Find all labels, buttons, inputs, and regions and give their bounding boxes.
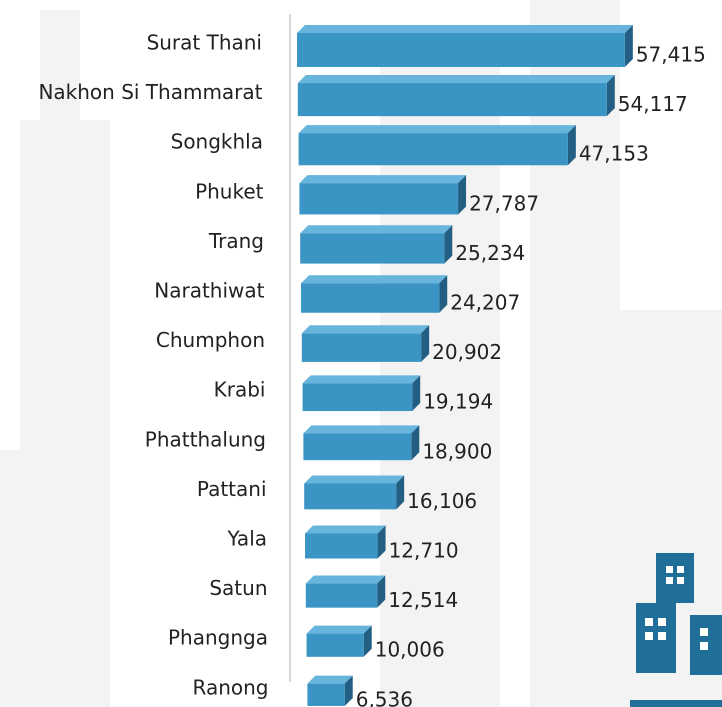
bar-side xyxy=(344,675,353,706)
bar-side xyxy=(377,575,386,608)
value-label: 16,106 xyxy=(407,489,477,513)
category-label: Krabi xyxy=(214,378,266,402)
bar-side xyxy=(439,275,448,313)
category-label: Surat Thani xyxy=(147,31,262,55)
value-label: 12,514 xyxy=(388,588,458,612)
bar-side xyxy=(396,475,405,510)
bar-top xyxy=(307,675,353,684)
bar-side xyxy=(411,425,420,461)
bar-side xyxy=(458,175,467,215)
bar xyxy=(297,33,625,67)
bar xyxy=(306,633,364,657)
value-label: 25,234 xyxy=(455,241,525,265)
value-label: 27,787 xyxy=(469,191,539,215)
category-label: Nakhon Si Thammarat xyxy=(38,80,262,104)
value-label: 19,194 xyxy=(423,390,493,414)
bar xyxy=(305,583,378,608)
bar-side xyxy=(624,25,633,67)
bar-top xyxy=(297,75,615,84)
bar xyxy=(305,533,378,559)
bar-side xyxy=(421,325,430,362)
value-label: 54,117 xyxy=(618,92,688,116)
bar-top xyxy=(306,625,372,634)
value-label: 10,006 xyxy=(375,638,445,662)
bar xyxy=(299,183,459,215)
category-label: Pattani xyxy=(197,477,267,501)
bar-top xyxy=(301,325,430,334)
bar-top xyxy=(298,125,576,134)
bar-top xyxy=(300,225,453,234)
bar-side xyxy=(606,75,615,117)
building-icon xyxy=(630,553,722,707)
bar xyxy=(304,483,397,510)
bar-top xyxy=(304,475,405,484)
bar-top xyxy=(305,575,386,584)
category-label: Phangnga xyxy=(168,626,268,650)
bar xyxy=(302,383,413,412)
category-label: Narathiwat xyxy=(154,279,264,303)
value-label: 20,902 xyxy=(432,340,502,364)
bar xyxy=(300,233,445,264)
value-label: 24,207 xyxy=(450,291,520,315)
value-label: 12,710 xyxy=(389,539,459,563)
bar xyxy=(301,283,440,313)
bar-top xyxy=(303,425,420,434)
bar-side xyxy=(377,525,386,559)
bar-side xyxy=(412,375,421,412)
value-label: 6,536 xyxy=(356,687,413,707)
value-label: 57,415 xyxy=(636,43,706,67)
category-label: Yala xyxy=(226,527,267,551)
category-label: Phatthalung xyxy=(145,427,266,451)
bar xyxy=(307,683,345,706)
bar-top xyxy=(305,525,386,534)
category-label: Chumphon xyxy=(156,328,265,352)
bar xyxy=(303,433,412,461)
bar xyxy=(298,133,568,166)
category-label: Phuket xyxy=(195,179,264,203)
value-label: 18,900 xyxy=(422,439,492,463)
bar xyxy=(297,83,607,117)
bar-side xyxy=(567,125,576,166)
bar-side xyxy=(363,625,372,657)
category-label: Ranong xyxy=(193,675,269,699)
category-label: Trang xyxy=(208,229,264,253)
bar xyxy=(301,333,422,362)
bar-top xyxy=(301,275,448,284)
bar-top xyxy=(299,175,467,184)
category-label: Satun xyxy=(209,576,267,600)
category-label: Songkhla xyxy=(171,130,263,154)
bar-side xyxy=(444,225,453,264)
bar-top xyxy=(297,25,633,33)
value-label: 47,153 xyxy=(579,142,649,166)
bar-top xyxy=(302,375,421,384)
